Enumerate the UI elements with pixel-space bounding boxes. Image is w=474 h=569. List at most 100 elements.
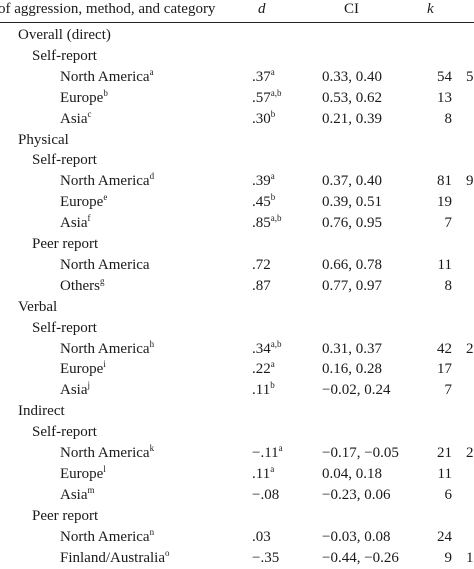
cell-k: 54: [437, 68, 452, 85]
table-row: Verbal: [0, 297, 474, 318]
header-ci: CI: [344, 1, 359, 17]
row-label-text: Asia: [60, 110, 88, 127]
table-row: North Americah .34a,b 0.31, 0.37 42 2: [0, 339, 474, 360]
row-label-text: Europe: [60, 89, 104, 106]
cell-d-footnote: a,b: [270, 338, 282, 349]
row-label-text: Europe: [60, 194, 104, 211]
row-label: North American: [60, 527, 154, 548]
table-row: North Americaa .37a 0.33, 0.40 54 5: [0, 67, 474, 88]
cell-d-footnote: b: [270, 192, 276, 203]
cell-k: 8: [444, 277, 453, 294]
table-row: Self-report: [0, 150, 474, 171]
table-row: Overall (direct): [0, 25, 474, 46]
cell-k: 11: [437, 465, 452, 482]
cell-d: .39a: [252, 171, 275, 190]
row-label-footnote: j: [87, 380, 91, 391]
row-label: Overall (direct): [18, 25, 111, 46]
cell-d: −.08: [252, 486, 280, 503]
table-row: Othersg .87 0.77, 0.97 8: [0, 276, 474, 297]
cell-truncated: 2: [466, 340, 474, 357]
table-header: of aggression, method, and category d CI…: [0, 0, 474, 23]
table-row: Self-report: [0, 422, 474, 443]
row-label: North Americah: [60, 339, 154, 360]
cell-d: −.35: [252, 549, 280, 566]
cell-ci: 0.16, 0.28: [322, 361, 382, 378]
cell-d: .37a: [252, 66, 275, 85]
table-row: North Americad .39a 0.37, 0.40 81 9: [0, 171, 474, 192]
row-label-text: Physical: [18, 131, 69, 148]
table-row: Physical: [0, 130, 474, 151]
row-label-footnote: a: [149, 66, 154, 77]
table-row: Europel .11a 0.04, 0.18 11: [0, 464, 474, 485]
cell-ci: −0.03, 0.08: [322, 528, 391, 545]
row-label: Europee: [60, 192, 107, 213]
table-row: Finland/Australiao −.35 −0.44, −0.26 9 1: [0, 548, 474, 569]
table-row: North America .72 0.66, 0.78 11: [0, 255, 474, 276]
cell-d-footnote: b: [270, 380, 275, 391]
row-label: Self-report: [32, 46, 97, 67]
row-label-text: Asia: [60, 382, 88, 399]
row-label: North Americad: [60, 171, 154, 192]
cell-d: .30b: [252, 108, 276, 127]
cell-ci: 0.53, 0.62: [322, 89, 382, 106]
row-label: Indirect: [18, 401, 65, 422]
row-label-text: Verbal: [18, 298, 58, 315]
row-label: Self-report: [32, 150, 97, 171]
row-label-text: Peer report: [32, 507, 99, 524]
row-label-text: North America: [60, 68, 150, 85]
table-row: North Americak −.11a −0.17, −0.05 21 2: [0, 443, 474, 464]
cell-d-footnote: a: [270, 359, 275, 370]
row-label: Europei: [60, 359, 106, 380]
table-row: Asiaj .11b −0.02, 0.24 7: [0, 380, 474, 401]
table-row: Europee .45b 0.39, 0.51 19: [0, 192, 474, 213]
cell-ci: −0.17, −0.05: [322, 445, 399, 461]
row-label-text: North America: [60, 340, 150, 357]
cell-ci: 0.33, 0.40: [322, 68, 382, 85]
cell-d-footnote: a: [270, 66, 275, 77]
row-label-footnote: c: [87, 108, 92, 119]
cell-k: 21: [437, 445, 452, 461]
row-label-footnote: k: [149, 443, 155, 453]
row-label-text: Asia: [60, 215, 88, 232]
row-label-footnote: d: [149, 171, 155, 182]
row-label-text: North America: [60, 445, 150, 461]
cell-d: .87: [252, 277, 271, 294]
row-label-footnote: h: [149, 338, 155, 349]
cell-d: .72: [252, 256, 271, 273]
cell-ci: −0.02, 0.24: [322, 382, 391, 399]
cell-k: 17: [437, 361, 452, 378]
row-label: Othersg: [60, 276, 105, 297]
cell-k: 9: [444, 549, 453, 566]
cell-ci: −0.44, −0.26: [322, 549, 399, 566]
row-label: Self-report: [32, 422, 97, 443]
row-label: Europeb: [60, 88, 108, 109]
row-label-footnote: i: [103, 359, 106, 370]
cell-d: .11a: [252, 463, 275, 482]
row-label: North Americak: [60, 443, 154, 464]
cell-d-footnote: a: [278, 443, 283, 453]
row-label-footnote: e: [103, 192, 108, 203]
row-label-text: North America: [60, 528, 150, 545]
row-label-text: Indirect: [18, 403, 65, 420]
cell-d: .22a: [252, 359, 275, 378]
row-label-footnote: n: [149, 526, 155, 537]
row-label: Physical: [18, 130, 69, 151]
cell-truncated: 2: [466, 445, 474, 461]
table-row: Europeb .57a,b 0.53, 0.62 13: [0, 88, 474, 109]
row-label: Asiaf: [60, 213, 91, 234]
table-row: Self-report: [0, 318, 474, 339]
row-label: Peer report: [32, 234, 98, 255]
table-row: Asiaf .85a,b 0.76, 0.95 7: [0, 213, 474, 234]
cell-ci: −0.23, 0.06: [322, 486, 391, 503]
row-label-text: Self-report: [32, 47, 97, 64]
cell-ci: 0.21, 0.39: [322, 110, 382, 127]
row-label-text: North America: [60, 256, 150, 273]
row-label: Finland/Australiao: [60, 548, 170, 569]
cell-truncated: 5: [466, 68, 474, 85]
row-label-text: Self-report: [32, 152, 97, 169]
cell-d-footnote: b: [270, 108, 276, 119]
table-row: North American .03 −0.03, 0.08 24: [0, 527, 474, 548]
table-row: Indirect: [0, 401, 474, 422]
cell-d-footnote: a: [270, 171, 275, 182]
cell-d-footnote: a: [270, 463, 275, 474]
